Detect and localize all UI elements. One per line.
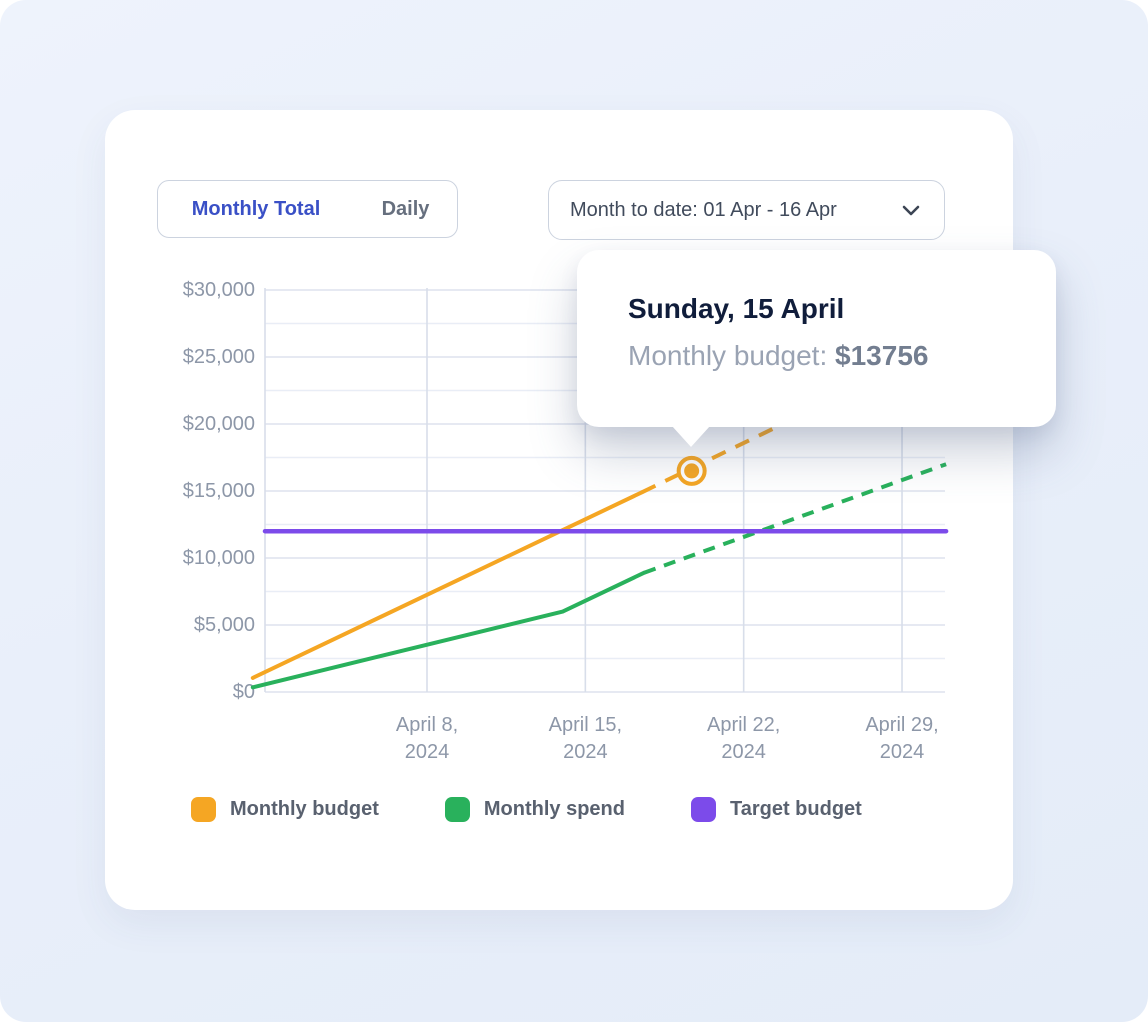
chevron-down-icon (902, 205, 920, 215)
legend-swatch (444, 797, 470, 822)
tooltip-caret (672, 426, 710, 447)
tooltip-date: Sunday, 15 April (628, 293, 845, 324)
tab-monthly-total[interactable]: Monthly Total (158, 181, 354, 237)
legend-label: Monthly spend (483, 798, 625, 820)
legend-swatch (690, 797, 716, 822)
legend-item-monthly-spend[interactable]: Monthly spend (444, 797, 625, 822)
view-toggle: Monthly Total Daily (157, 180, 458, 238)
date-range-value: Month to date: 01 Apr - 16 Apr (570, 198, 837, 221)
tooltip-series-label: Monthly budget: (628, 340, 836, 371)
legend-swatch (191, 797, 216, 822)
chart-legend: Monthly budget Monthly spend Target budget (191, 797, 862, 822)
y-axis-tick-label: $15,000 (182, 480, 255, 502)
y-axis-tick-label: $25,000 (182, 346, 255, 368)
legend-item-target-budget[interactable]: Target budget (690, 797, 862, 822)
y-axis-tick-label: $5,000 (193, 614, 255, 636)
tab-daily[interactable]: Daily (354, 181, 457, 237)
legend-item-monthly-budget[interactable]: Monthly budget (191, 797, 379, 822)
date-range-dropdown[interactable]: Month to date: 01 Apr - 16 Apr (548, 180, 945, 240)
legend-label: Target budget (729, 798, 862, 820)
y-axis-tick-label: $20,000 (182, 413, 255, 435)
tooltip-body: Monthly budget: $13756 (628, 340, 1026, 372)
legend-label: Monthly budget (230, 798, 379, 820)
y-axis-tick-label: $10,000 (182, 547, 255, 569)
y-axis-tick-label: $0 (232, 681, 255, 703)
y-axis-tick-label: $30,000 (182, 279, 255, 301)
x-axis-tick-label: April 22, 2024 (706, 714, 781, 763)
x-axis-tick-label: April 15, 2024 (548, 714, 623, 763)
x-axis-tick-label: April 29, 2024 (865, 714, 939, 763)
chart-tooltip: Sunday, 15 April Monthly budget: $13756 (577, 250, 1056, 447)
x-axis-tick-label: April 8, 2024 (395, 714, 459, 763)
tooltip-value: $13756 (835, 340, 929, 371)
